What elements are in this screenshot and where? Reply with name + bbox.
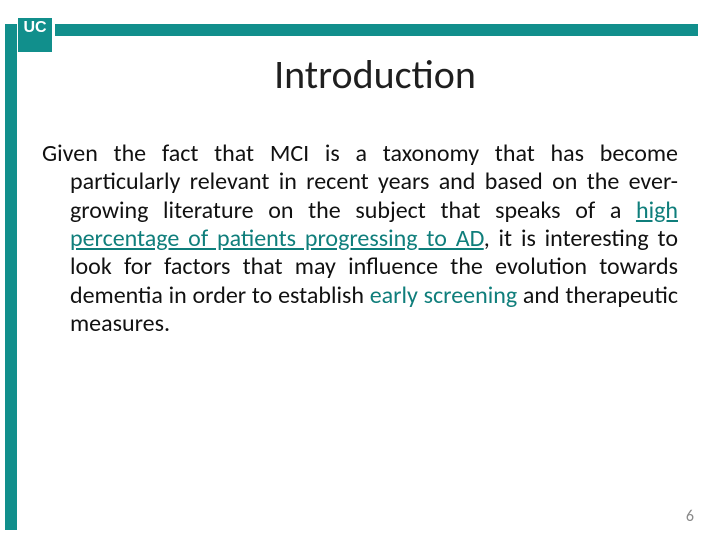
body-paragraph: Given the fact that MCI is a taxonomy th… [42, 140, 678, 338]
slide-title: Introduction [60, 50, 690, 99]
body-text-pre: Given the fact that MCI is a taxonomy th… [42, 139, 678, 225]
page-number: 6 [686, 507, 694, 526]
top-accent-bar [55, 24, 698, 36]
uc-logo: UC [18, 18, 52, 44]
highlight-phrase-2: early screening [370, 281, 517, 310]
slide: UC Introduction Given the fact that MCI … [0, 0, 720, 540]
uc-logo-subbar [18, 44, 52, 52]
left-accent-bar [5, 24, 17, 530]
